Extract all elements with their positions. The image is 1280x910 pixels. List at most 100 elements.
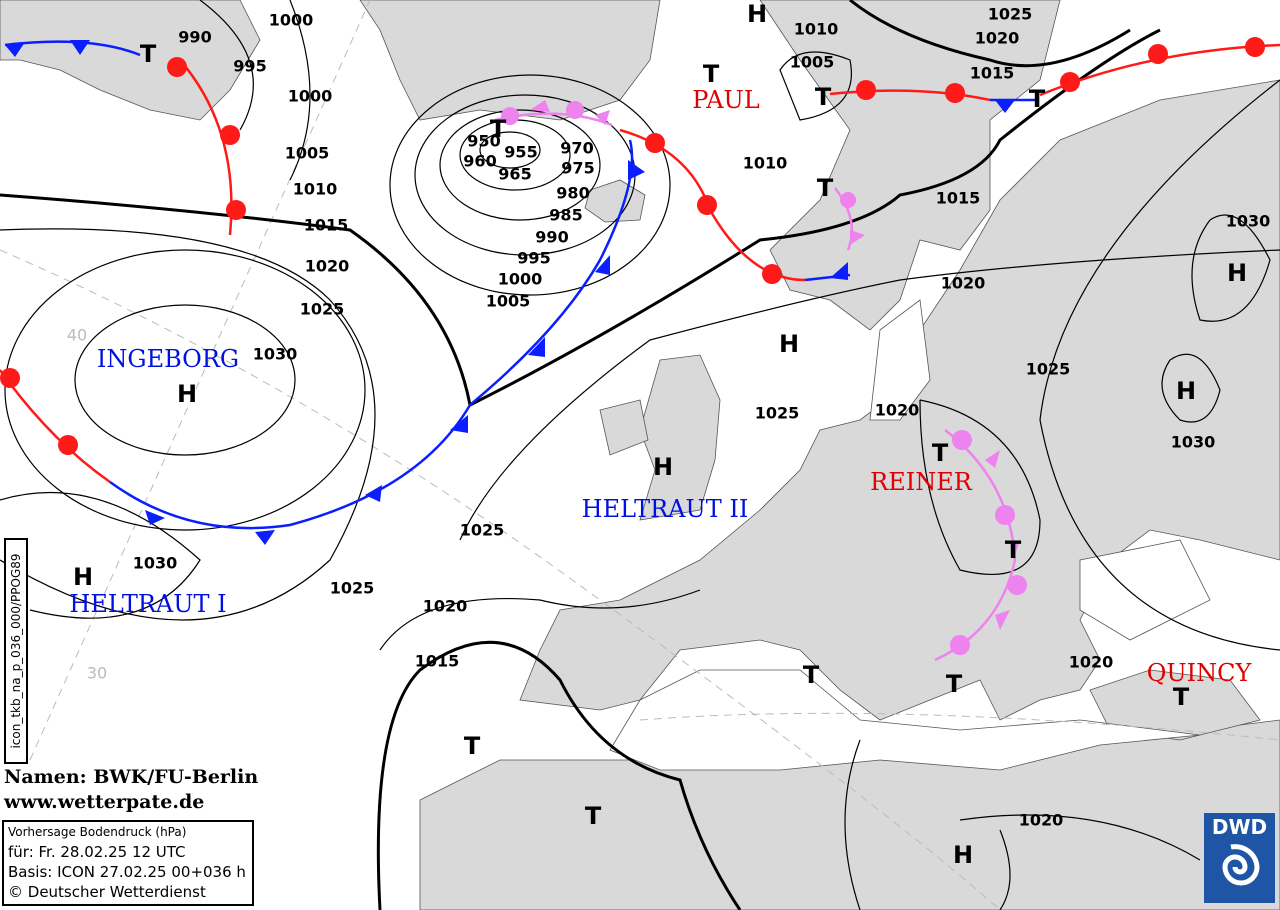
pressure-center-marker: T (816, 174, 834, 202)
pressure-center-marker: T (139, 40, 157, 68)
model-run: Basis: ICON 27.02.25 00+036 h (8, 863, 246, 881)
isobar-label: 1030 (1225, 211, 1271, 231)
pressure-center-marker: T (489, 115, 507, 143)
pressure-center-marker: H (1226, 259, 1248, 287)
dwd-logo-text: DWD (1211, 815, 1268, 839)
pressure-center-marker: H (952, 841, 974, 869)
ireland-land (599, 399, 649, 456)
isobar-label: 1015 (303, 215, 349, 235)
isobar-label: 1025 (329, 578, 375, 598)
isobars-1015 (0, 0, 1161, 910)
baltic-sea (869, 299, 931, 421)
isobar-label: 1025 (1025, 359, 1071, 379)
pressure-center-marker: T (463, 732, 481, 760)
system-name: HELTRAUT I (69, 590, 227, 618)
greenland-land (359, 0, 661, 121)
isobar-label: 1020 (304, 256, 350, 276)
pressure-center-marker: T (802, 661, 820, 689)
isobar-label: 950 (467, 131, 501, 151)
occlusion (934, 429, 1017, 662)
isobar-label: 1025 (754, 403, 800, 423)
isobar-label: 1015 (414, 651, 460, 671)
isobar-label: 1025 (299, 299, 345, 319)
pressure-center-marker: T (814, 83, 832, 111)
isobar-label: 1020 (874, 400, 920, 420)
isobar-label: 985 (549, 205, 583, 225)
isobar-label: 1005 (284, 143, 330, 163)
isobar-label: 1000 (497, 269, 543, 289)
isobar-label: 1015 (935, 188, 981, 208)
isobar-label: 1010 (793, 19, 839, 39)
isobar-label: 970 (560, 138, 594, 158)
isobar-label: 1005 (789, 52, 835, 72)
pressure-center-marker: T (702, 60, 720, 88)
cold-front (109, 139, 634, 530)
product-code-box: icon_tkb_na_p_036_000/PPOG89 (4, 538, 28, 764)
isobar-label: 1020 (1068, 652, 1114, 672)
system-name: HELTRAUT II (581, 495, 749, 523)
iceland-land (584, 179, 646, 223)
swirl-icon (1221, 844, 1260, 886)
isobar-label: 1020 (974, 28, 1020, 48)
black-sea (1079, 539, 1211, 641)
pressure-center-marker: H (652, 453, 674, 481)
isobar-label: 1030 (132, 553, 178, 573)
isobar-label: 995 (517, 248, 551, 268)
seas (609, 299, 1211, 771)
copyright: © Deutscher Wetterdienst (8, 883, 206, 901)
isobar-label: 1000 (268, 10, 314, 30)
names-credit: Namen: BWK/FU-Berlin (4, 766, 259, 788)
front-symbols (0, 37, 1265, 655)
pressure-center-marker: T (584, 802, 602, 830)
pressure-center-marker: H (746, 0, 768, 28)
latitude-label: 30 (86, 663, 108, 683)
isobar-label: 1020 (940, 273, 986, 293)
isobar-label: 1005 (485, 291, 531, 311)
isobar-label: 995 (233, 56, 267, 76)
isobar-label: 1030 (252, 344, 298, 364)
canada-land (0, 0, 261, 121)
isobar-label: 1025 (987, 4, 1033, 24)
pressure-center-marker: H (72, 563, 94, 591)
website-link[interactable]: www.wetterpate.de (4, 791, 205, 813)
valid-time: für: Fr. 28.02.25 12 UTC (8, 843, 186, 861)
pressure-center-marker: H (778, 330, 800, 358)
credit: Namen: BWK/FU-Berlin www.wetterpate.de (4, 765, 258, 815)
pressure-center-marker: T (1004, 536, 1022, 564)
isobar-label: 960 (463, 151, 497, 171)
warm-front (0, 369, 111, 484)
isobar-label: 980 (556, 183, 590, 203)
system-name: INGEBORG (96, 345, 240, 373)
pressure-center-marker: H (176, 380, 198, 408)
isobar-label: 1010 (742, 153, 788, 173)
isobar-label: 955 (504, 142, 538, 162)
isobar-label: 990 (535, 227, 569, 247)
system-name: PAUL (692, 86, 760, 114)
latitude-label: 40 (66, 325, 88, 345)
isobar-label: 1015 (969, 63, 1015, 83)
isobar-label: 1020 (1018, 810, 1064, 830)
britain-land (639, 354, 721, 521)
isobar-label: 1020 (422, 596, 468, 616)
pressure-center-marker: H (1175, 377, 1197, 405)
isobar-label: 1030 (1170, 432, 1216, 452)
pressure-center-marker: T (931, 439, 949, 467)
pressure-center-marker: T (1028, 85, 1046, 113)
pressure-center-marker: T (945, 670, 963, 698)
isobar-label: 1025 (459, 520, 505, 540)
mediterranean-sea (609, 669, 1201, 771)
isobar-label: 1000 (287, 86, 333, 106)
product-title: Vorhersage Bodendruck (hPa) (8, 825, 187, 839)
occlusion (834, 187, 854, 251)
system-name: QUINCY (1146, 659, 1252, 687)
warm-front (829, 89, 991, 102)
system-name: REINER (870, 468, 972, 496)
isobar-label: 975 (561, 158, 595, 178)
dwd-logo: DWD (1204, 813, 1275, 903)
product-code: icon_tkb_na_p_036_000/PPOG89 (9, 553, 23, 749)
info-box: Vorhersage Bodendruck (hPa) für: Fr. 28.… (2, 820, 254, 906)
